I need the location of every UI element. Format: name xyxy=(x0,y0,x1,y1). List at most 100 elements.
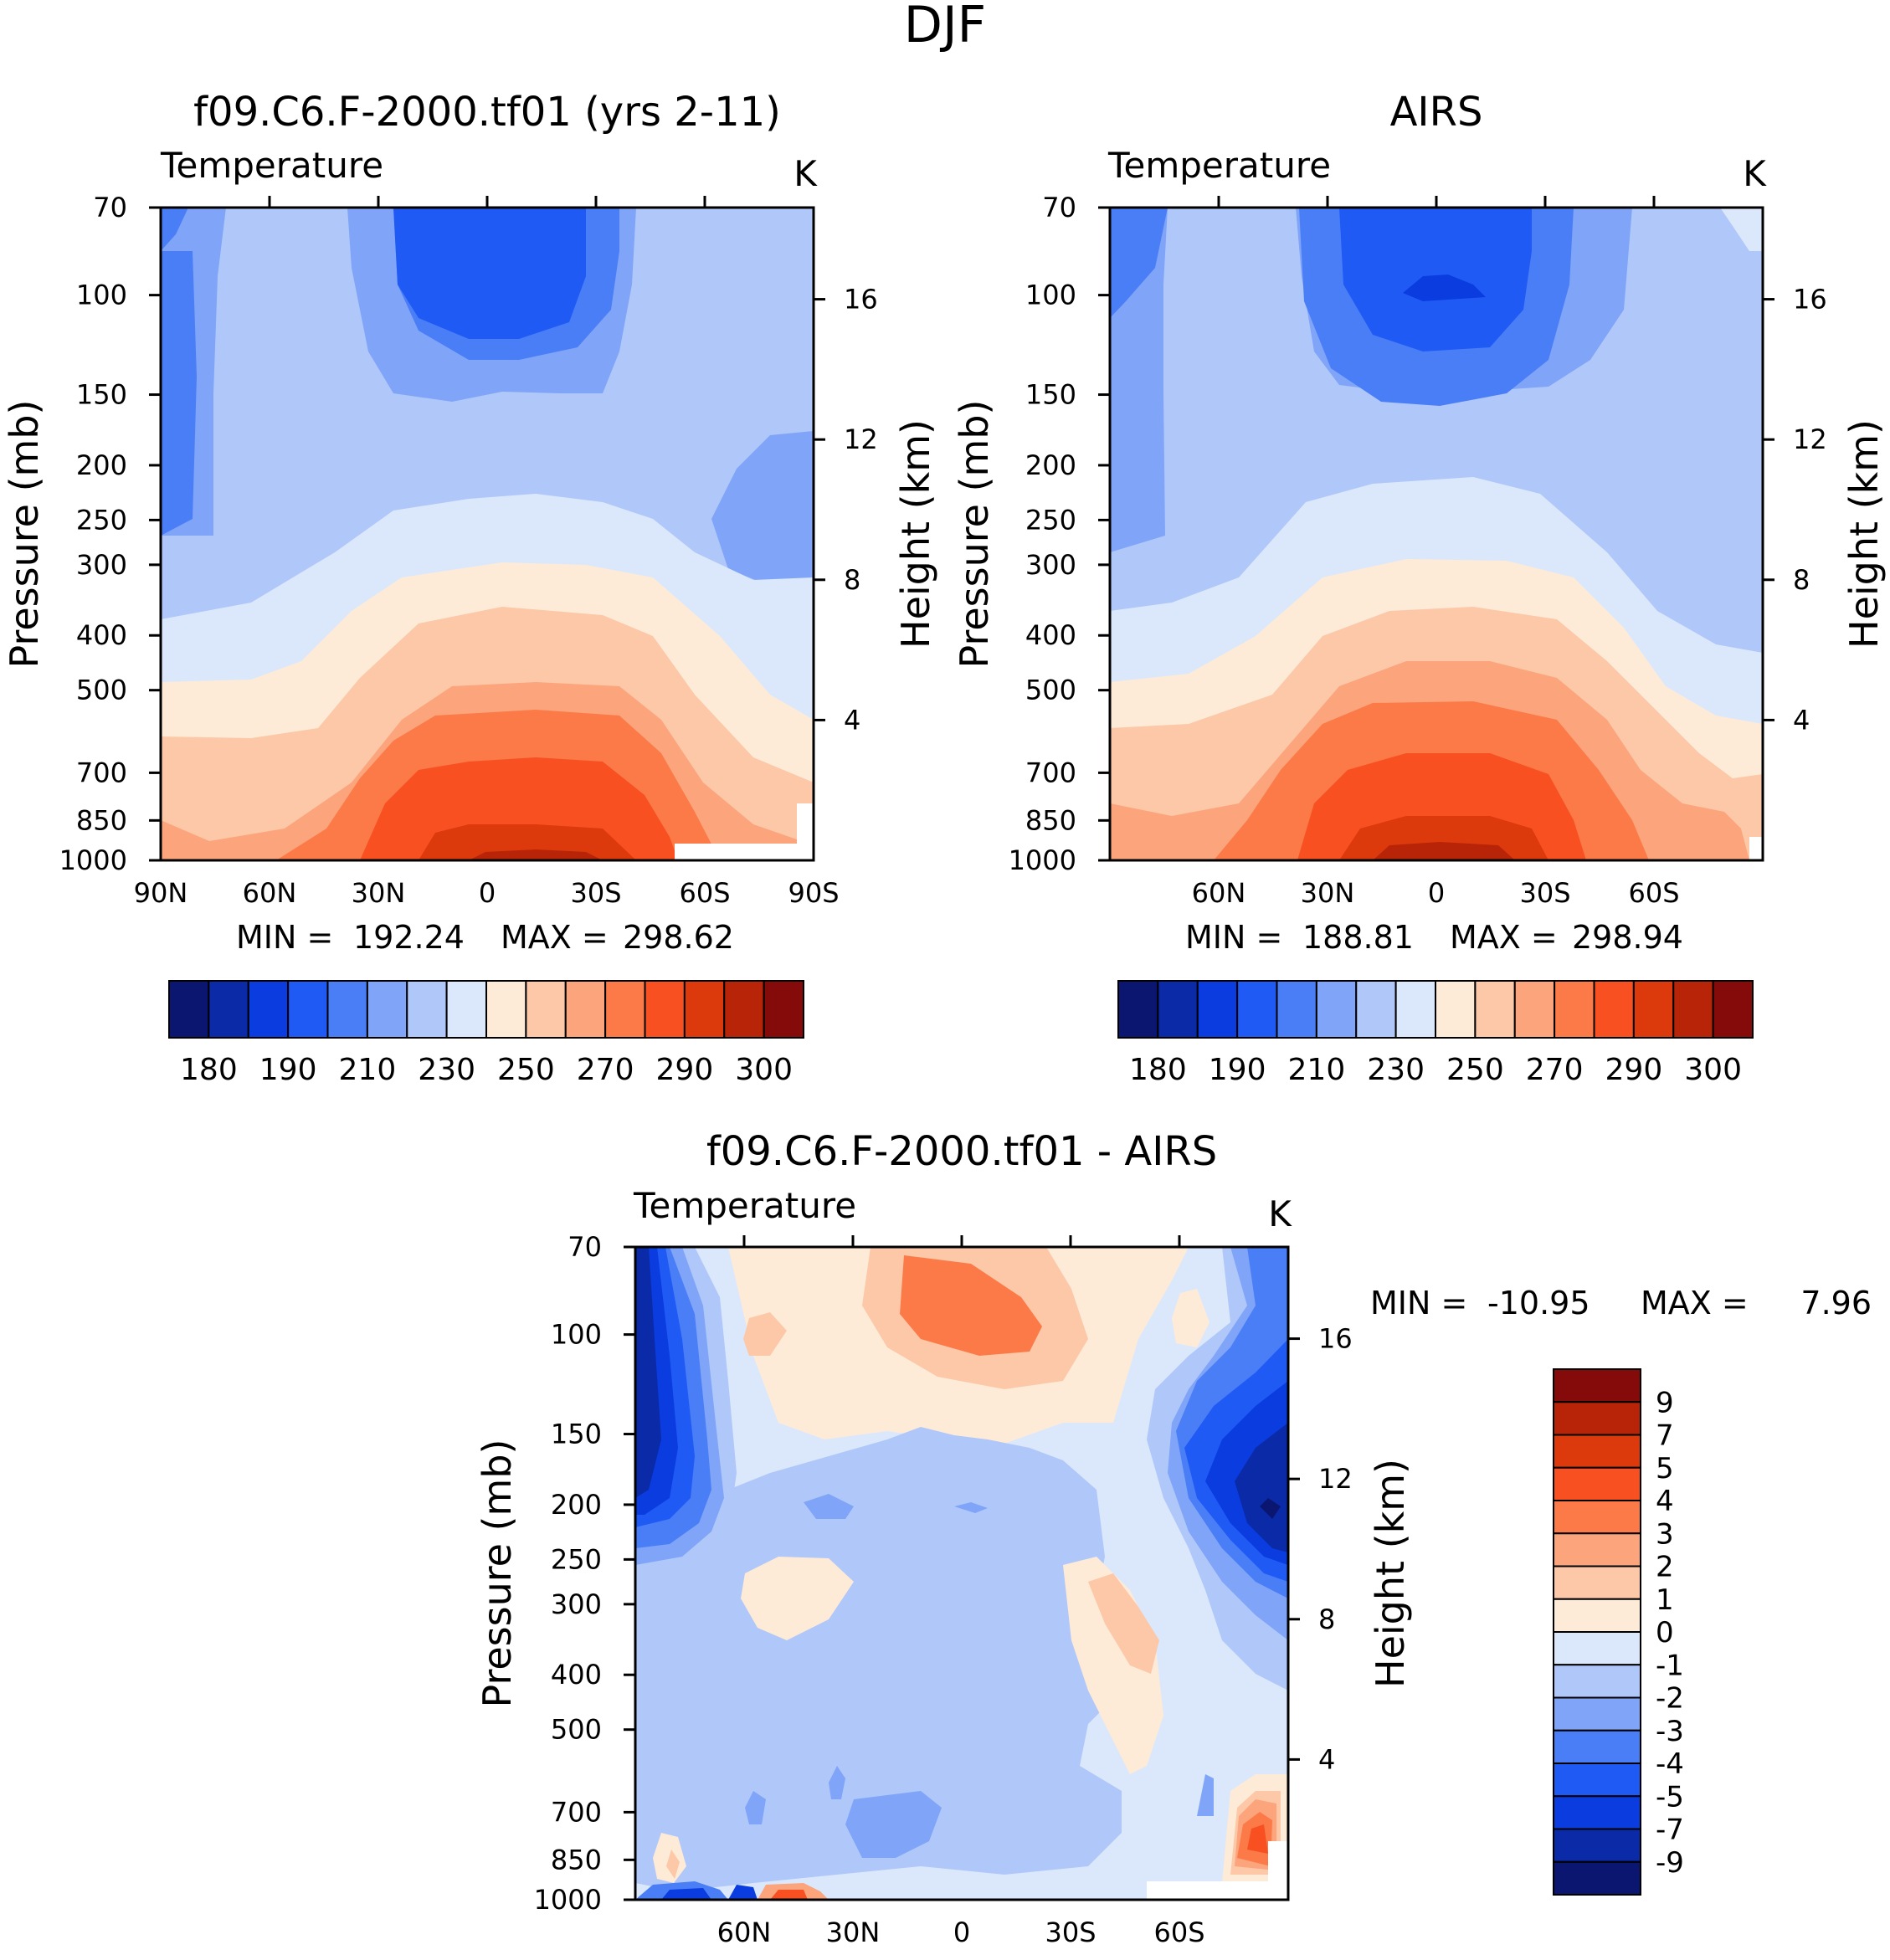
colorbar-swatch xyxy=(287,980,329,1039)
contour-band xyxy=(900,1255,1042,1356)
colorbar-swatch xyxy=(1553,1565,1641,1600)
colorbar-label: 0 xyxy=(1656,1616,1674,1650)
colorbar-swatch xyxy=(1553,1532,1641,1567)
colorbar-label: -9 xyxy=(1656,1846,1684,1880)
panel-units-label: K xyxy=(1743,153,1767,194)
y2-tick-label: 12 xyxy=(1318,1463,1353,1495)
x-tick-label: 60N xyxy=(1192,877,1246,909)
x-tick-label: 0 xyxy=(1428,877,1445,909)
contour-field xyxy=(635,1247,1288,1900)
y2-tick-label: 16 xyxy=(1793,284,1827,316)
colorbar-swatch xyxy=(1593,980,1635,1039)
colorbar-label: -5 xyxy=(1656,1780,1684,1814)
colorbar-label: 250 xyxy=(497,1053,555,1087)
colorbar-swatch xyxy=(1315,980,1358,1039)
x-tick-label: 30N xyxy=(826,1916,881,1948)
colorbar-swatch xyxy=(604,980,646,1039)
x-tick-label: 30N xyxy=(1301,877,1355,909)
y2-tick-label: 8 xyxy=(1318,1603,1335,1635)
contour-band xyxy=(743,1312,787,1356)
y-tick-label: 400 xyxy=(551,1659,602,1691)
colorbar-swatch xyxy=(1435,980,1477,1039)
colorbar-swatch xyxy=(564,980,607,1039)
y-tick-label: 150 xyxy=(551,1419,602,1450)
colorbar-swatch xyxy=(1513,980,1556,1039)
max-label: MAX = xyxy=(501,919,609,956)
colorbar-swatch xyxy=(1553,1466,1641,1501)
contour-band xyxy=(1720,208,1763,251)
max-value: 7.96 xyxy=(1800,1285,1872,1321)
y2-tick-label: 4 xyxy=(844,704,860,736)
colorbar-label: 2 xyxy=(1656,1551,1674,1584)
contour-band xyxy=(635,1427,1122,1891)
y-tick-label: 700 xyxy=(1025,757,1076,788)
panel-variable-label: Temperature xyxy=(633,1185,856,1226)
y2-tick-label: 16 xyxy=(844,284,878,316)
colorbar-swatch xyxy=(1157,980,1199,1039)
colorbar-swatch xyxy=(723,980,765,1039)
x-tick-label: 60S xyxy=(1153,1916,1204,1948)
panel-variable-label: Temperature xyxy=(160,145,383,186)
missing-data xyxy=(675,844,797,860)
colorbar-swatch xyxy=(1554,980,1595,1039)
colorbar-swatch xyxy=(1474,980,1516,1039)
colorbar: 180 190 210 230 250 270 290 300 xyxy=(1117,980,1754,1087)
contour-band xyxy=(161,208,188,251)
colorbar-swatch xyxy=(1553,1598,1641,1633)
contour-band xyxy=(804,1494,854,1519)
y-tick-label: 100 xyxy=(1025,280,1076,311)
contour-band xyxy=(770,1890,808,1900)
y2-tick-label: 8 xyxy=(844,564,860,596)
y-tick-label: 1000 xyxy=(534,1884,602,1916)
y-tick-label: 250 xyxy=(76,504,127,536)
max-value: 298.94 xyxy=(1572,919,1683,956)
colorbar-label: 270 xyxy=(1526,1053,1584,1087)
x-axis-ticks: 60N 30N 0 30S 60S xyxy=(1192,196,1680,909)
contour-field xyxy=(1110,208,1763,860)
colorbar-label: 300 xyxy=(1684,1053,1742,1087)
x-tick-label: 90N xyxy=(134,877,188,909)
colorbar-label: 7 xyxy=(1656,1419,1674,1453)
contour-band xyxy=(711,431,814,586)
colorbar-label: 290 xyxy=(656,1053,714,1087)
colorbar-swatch xyxy=(1553,1664,1641,1699)
y2-axis-label: Height (km) xyxy=(1841,419,1887,649)
colorbar-label: 270 xyxy=(577,1053,634,1087)
contour-band xyxy=(393,208,586,339)
contour-band xyxy=(845,1791,942,1858)
y-tick-label: 200 xyxy=(1025,449,1076,481)
y-tick-label: 500 xyxy=(551,1714,602,1746)
x-tick-label: 30N xyxy=(352,877,406,909)
panel-diff: f09.C6.F-2000.tf01 - AIRS Temperature K xyxy=(475,1128,1872,1948)
contour-band xyxy=(635,1590,711,1757)
missing-data xyxy=(1268,1841,1288,1900)
max-label: MAX = xyxy=(1450,919,1558,956)
min-label: MIN = xyxy=(1185,919,1282,956)
contour-band xyxy=(745,1791,766,1824)
y-tick-label: 850 xyxy=(551,1844,602,1875)
colorbar-label: 230 xyxy=(418,1053,475,1087)
y-axis-label: Pressure (mb) xyxy=(475,1439,520,1708)
y-tick-label: 70 xyxy=(568,1231,602,1263)
colorbar-swatch xyxy=(1632,980,1675,1039)
contour-band xyxy=(161,251,197,536)
y-tick-label: 100 xyxy=(551,1319,602,1351)
contour-band xyxy=(1403,275,1486,301)
colorbar: 180 190 210 230 250 270 290 300 xyxy=(168,980,804,1087)
colorbar-label: 3 xyxy=(1656,1517,1674,1551)
x-tick-label: 30S xyxy=(1045,1916,1096,1948)
colorbar-label: 190 xyxy=(1209,1053,1266,1087)
colorbar-swatch xyxy=(1355,980,1397,1039)
y-tick-label: 700 xyxy=(76,757,127,788)
panel-units-label: K xyxy=(1268,1193,1292,1234)
y-tick-label: 200 xyxy=(76,449,127,481)
colorbar-swatch xyxy=(1553,1500,1641,1535)
max-label: MAX = xyxy=(1641,1285,1749,1321)
colorbar-swatch xyxy=(366,980,408,1039)
y-tick-label: 100 xyxy=(76,280,127,311)
min-label: MIN = xyxy=(236,919,333,956)
colorbar-swatch xyxy=(1117,980,1159,1039)
contour-band xyxy=(419,824,636,860)
colorbar-label: 1 xyxy=(1656,1583,1674,1617)
contour-band xyxy=(1247,1824,1268,1854)
